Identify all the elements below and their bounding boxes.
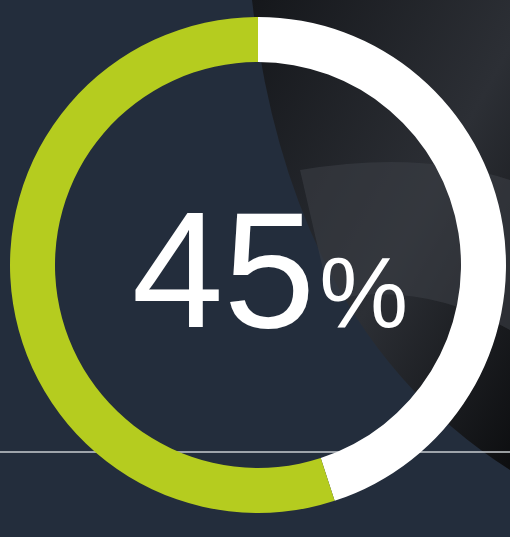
donut-segment xyxy=(10,17,335,513)
background xyxy=(0,0,510,537)
center-label-unit: % xyxy=(319,236,408,348)
divider-line xyxy=(0,451,510,453)
donut xyxy=(10,17,506,513)
center-label-number: 45 xyxy=(132,178,316,362)
chart: 45% xyxy=(0,0,510,537)
center-label: 45% xyxy=(132,178,408,362)
